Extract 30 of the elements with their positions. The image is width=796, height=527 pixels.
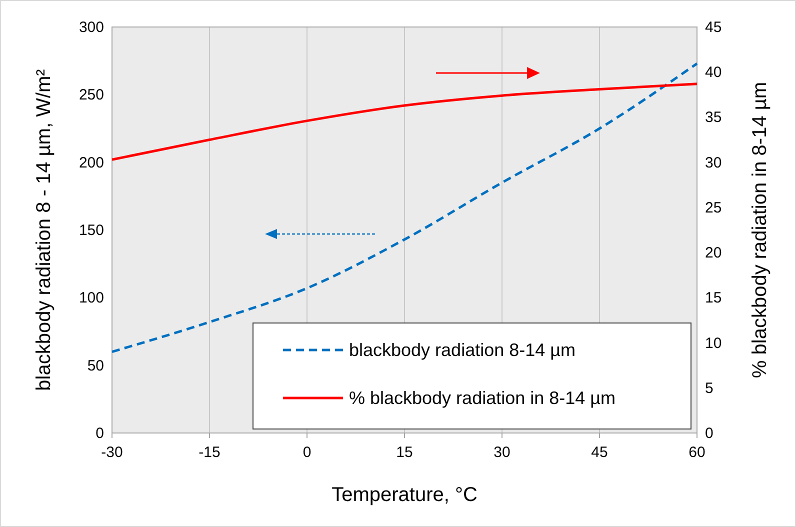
x-axis-title: Temperature, °C: [332, 484, 478, 506]
line-series: [110, 82, 698, 161]
x-tick-label: 15: [396, 444, 413, 461]
legend-label: % blackbody radiation in 8-14 µm: [349, 388, 616, 408]
y-tick-label: 150: [78, 222, 104, 239]
y-tick-label: 50: [87, 357, 104, 374]
y-axis-title: blackbody radiation 8 - 14 µm, W/m²: [33, 68, 55, 391]
x-tick-label: 45: [591, 444, 608, 461]
y2-tick-label: 10: [705, 334, 722, 352]
y-tick-label: 0: [96, 425, 104, 442]
y2-tick-label: 0: [705, 425, 714, 442]
x-tick-label: 30: [494, 444, 510, 461]
y2-axis-title: % blackbody radiation in 8-14 µm: [749, 82, 771, 378]
x-tick-label: -30: [101, 444, 123, 461]
y2-tick-label: 25: [705, 199, 722, 216]
legend-label: blackbody radiation 8-14 µm: [349, 340, 576, 360]
y2-tick-label: 30: [705, 154, 722, 172]
y2-tick-label: 15: [705, 290, 722, 307]
x-tick-label: 60: [688, 444, 706, 461]
y2-tick-label: 5: [705, 380, 714, 397]
y2-tick-label: 20: [705, 244, 722, 262]
y2-tick-label: 40: [705, 64, 722, 82]
y-tick-label: 200: [78, 154, 104, 172]
y-tick-label: 250: [78, 86, 104, 104]
y-tick-label: 100: [78, 290, 104, 307]
y2-tick-label: 35: [705, 109, 722, 126]
x-tick-label: 0: [302, 444, 312, 461]
y-tick-label: 300: [78, 19, 104, 36]
y2-tick-label: 45: [705, 19, 722, 36]
x-tick-label: -15: [198, 444, 220, 461]
